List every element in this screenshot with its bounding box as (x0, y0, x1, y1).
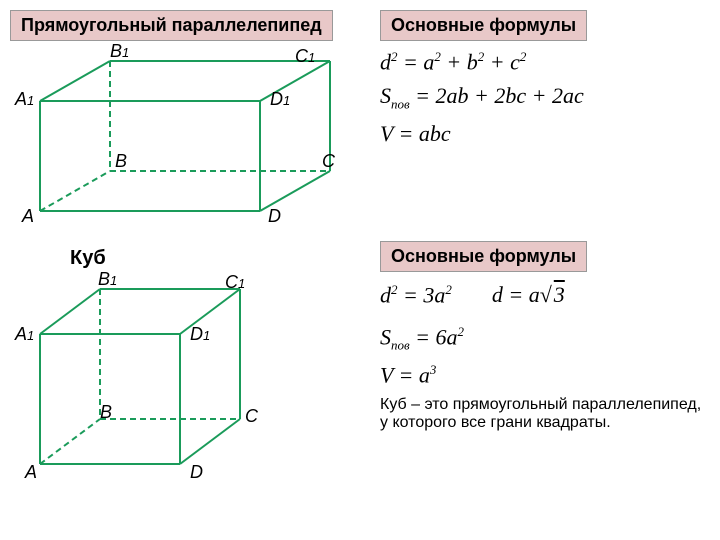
clabel-C: C (245, 406, 258, 427)
label-C: C (322, 151, 335, 172)
clabel-B1: B1 (98, 269, 117, 290)
parallelepiped-formulas: d2 = a2 + b2 + c2 Sпов = 2ab + 2bc + 2ac… (380, 41, 710, 155)
parallelepiped-title: Прямоугольный параллелепипед (10, 10, 333, 41)
label-C1: C1 (295, 46, 315, 67)
clabel-C1: C1 (225, 272, 245, 293)
cube-note: Куб – это прямоугольный параллелепипед, … (380, 396, 710, 432)
cube-section: B1 C1 A1 D1 B C A D d2 = 3a2 d = a√3 Sпо… (10, 274, 710, 484)
label-D1: D1 (270, 89, 290, 110)
label-A: A (22, 206, 34, 227)
formula-p-surface: Sпов = 2ab + 2bc + 2ac (380, 83, 710, 112)
formula-c-surface: Sпов = 6a2 (380, 324, 710, 354)
parallelepiped-diagram: B1 C1 A1 D1 B C A D (10, 41, 380, 241)
label-D: D (268, 206, 281, 227)
clabel-D: D (190, 462, 203, 483)
formulas-title-1: Основные формулы (380, 10, 587, 41)
formula-c-d2: d = a√3 (492, 282, 565, 308)
parallelepiped-section: B1 C1 A1 D1 B C A D d2 = a2 + b2 + c2 Sп… (10, 41, 710, 241)
parallelepiped-svg (10, 41, 370, 241)
formula-p-diagonal: d2 = a2 + b2 + c2 (380, 49, 710, 75)
formula-c-volume: V = a3 (380, 362, 710, 388)
cube-formulas: d2 = 3a2 d = a√3 Sпов = 6a2 V = a3 Куб –… (380, 274, 710, 432)
formula-p-volume: V = abc (380, 121, 710, 147)
label-B1: B1 (110, 41, 129, 62)
label-A1: A1 (15, 89, 34, 110)
label-B: B (115, 151, 127, 172)
clabel-D1: D1 (190, 324, 210, 345)
formula-c-d1: d2 = 3a2 (380, 282, 452, 308)
cube-svg (10, 274, 370, 484)
cube-diagram: B1 C1 A1 D1 B C A D (10, 274, 380, 484)
cube-title: Куб (70, 247, 380, 270)
clabel-A: A (25, 462, 37, 483)
header-row: Прямоугольный параллелепипед Основные фо… (10, 10, 710, 41)
clabel-A1: A1 (15, 324, 34, 345)
formulas-title-2: Основные формулы (380, 241, 587, 272)
clabel-B: B (100, 402, 112, 423)
